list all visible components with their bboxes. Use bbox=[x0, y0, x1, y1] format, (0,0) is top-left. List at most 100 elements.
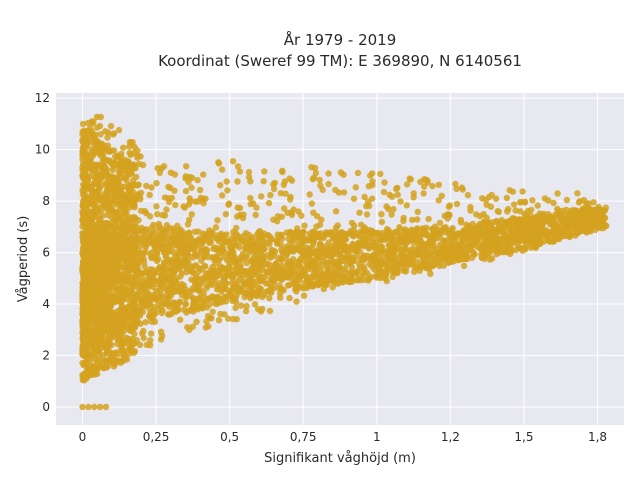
scatter-point bbox=[371, 251, 379, 258]
scatter-point bbox=[460, 249, 468, 257]
scatter-point bbox=[390, 206, 397, 213]
scatter-point bbox=[223, 237, 231, 244]
scatter-point bbox=[118, 252, 125, 260]
scatter-point bbox=[487, 203, 495, 210]
scatter-point bbox=[374, 264, 381, 271]
scatter-point bbox=[203, 284, 210, 292]
scatter-point bbox=[279, 168, 286, 176]
scatter-point bbox=[474, 243, 481, 250]
scatter-point bbox=[485, 193, 493, 201]
scatter-point bbox=[165, 273, 172, 280]
scatter-point bbox=[102, 274, 109, 281]
scatter-point bbox=[193, 318, 200, 325]
scatter-point bbox=[215, 160, 223, 167]
scatter-point bbox=[110, 162, 117, 169]
scatter-point bbox=[329, 284, 336, 291]
scatter-point bbox=[114, 336, 122, 344]
scatter-point bbox=[300, 292, 308, 299]
y-tick-label: 8 bbox=[42, 194, 50, 208]
scatter-point bbox=[498, 216, 505, 224]
scatter-point bbox=[274, 218, 281, 225]
scatter-point bbox=[183, 309, 190, 316]
scatter-point bbox=[96, 403, 104, 411]
scatter-point bbox=[167, 288, 175, 295]
scatter-point bbox=[425, 239, 433, 246]
scatter-point bbox=[83, 346, 90, 353]
scatter-point bbox=[497, 238, 504, 245]
scatter-point bbox=[166, 242, 174, 250]
scatter-point bbox=[454, 243, 461, 250]
scatter-point bbox=[414, 258, 421, 266]
scatter-point bbox=[539, 218, 546, 225]
scatter-point bbox=[117, 277, 124, 284]
scatter-point bbox=[419, 243, 427, 250]
scatter-point bbox=[203, 318, 210, 325]
scatter-point bbox=[192, 262, 200, 269]
scatter-point bbox=[388, 211, 395, 218]
scatter-point bbox=[435, 181, 442, 188]
scatter-point bbox=[79, 403, 86, 411]
scatter-point bbox=[565, 224, 572, 231]
scatter-point bbox=[106, 262, 113, 269]
scatter-point bbox=[156, 242, 164, 250]
scatter-point bbox=[407, 176, 414, 183]
scatter-point bbox=[118, 170, 125, 177]
scatter-point bbox=[257, 286, 264, 293]
scatter-point bbox=[219, 273, 226, 280]
scatter-point bbox=[125, 322, 132, 329]
scatter-point bbox=[85, 119, 92, 127]
scatter-point bbox=[259, 305, 266, 313]
scatter-point bbox=[342, 242, 349, 250]
scatter-point bbox=[466, 223, 473, 230]
scatter-point bbox=[108, 204, 116, 211]
scatter-point bbox=[86, 296, 94, 303]
scatter-point bbox=[515, 224, 522, 231]
scatter-point bbox=[452, 180, 459, 188]
scatter-point bbox=[519, 247, 526, 254]
scatter-point bbox=[247, 194, 254, 202]
scatter-point bbox=[249, 234, 256, 241]
scatter-point bbox=[434, 235, 441, 242]
scatter-point bbox=[154, 211, 161, 218]
x-tick-label: 1,5 bbox=[514, 430, 533, 444]
scatter-point bbox=[99, 302, 106, 309]
scatter-point bbox=[332, 208, 340, 215]
scatter-point bbox=[550, 199, 557, 207]
scatter-point bbox=[407, 250, 415, 258]
scatter-point bbox=[147, 337, 154, 344]
scatter-point bbox=[138, 281, 145, 288]
scatter-point bbox=[163, 206, 170, 213]
scatter-point bbox=[407, 233, 414, 241]
scatter-point bbox=[236, 204, 244, 212]
scatter-point bbox=[99, 201, 107, 208]
scatter-point bbox=[226, 256, 234, 263]
scatter-point bbox=[352, 270, 359, 277]
scatter-point bbox=[124, 275, 132, 283]
scatter-point bbox=[231, 280, 239, 287]
scatter-point bbox=[105, 309, 113, 316]
scatter-point bbox=[229, 315, 237, 323]
scatter-point bbox=[90, 267, 98, 274]
scatter-point bbox=[100, 151, 107, 158]
scatter-point bbox=[119, 346, 127, 353]
scatter-point bbox=[230, 271, 237, 278]
scatter-point bbox=[153, 250, 161, 258]
scatter-point bbox=[147, 279, 154, 286]
scatter-point bbox=[104, 241, 112, 248]
scatter-point bbox=[140, 334, 147, 342]
scatter-point bbox=[139, 227, 147, 234]
scatter-point bbox=[87, 289, 95, 296]
scatter-point bbox=[150, 221, 157, 229]
scatter-point bbox=[110, 363, 118, 370]
scatter-point bbox=[281, 205, 288, 212]
scatter-point bbox=[121, 291, 128, 299]
scatter-point bbox=[199, 230, 206, 237]
scatter-point bbox=[155, 233, 162, 240]
scatter-point bbox=[81, 195, 88, 202]
scatter-point bbox=[271, 179, 279, 187]
scatter-point bbox=[193, 274, 200, 281]
scatter-point bbox=[171, 254, 179, 261]
scatter-point bbox=[232, 295, 239, 303]
scatter-point bbox=[101, 157, 109, 164]
